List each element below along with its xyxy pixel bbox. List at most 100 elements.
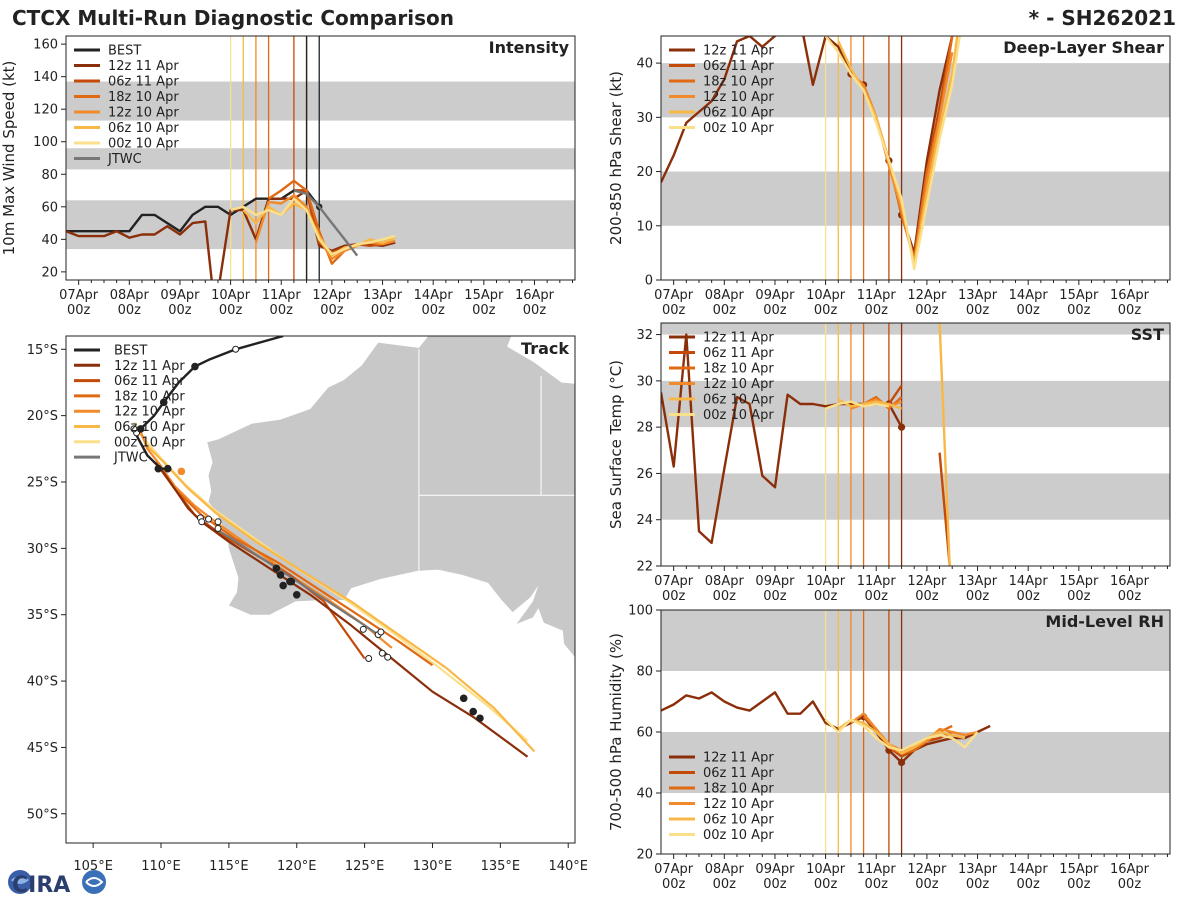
y-tick-label: 28 xyxy=(636,421,653,436)
x-tick-hour: 00z xyxy=(1118,877,1142,892)
panel-title: Intensity xyxy=(489,38,570,57)
x-tick-date: 13Apr xyxy=(958,574,998,589)
panel-title: Deep-Layer Shear xyxy=(1003,38,1164,57)
y-tick-label: 40 xyxy=(636,787,653,802)
y-tick-label: 22 xyxy=(636,560,653,575)
threshold-band xyxy=(661,63,1170,118)
x-tick-date: 10Apr xyxy=(806,288,846,303)
globe-swoosh-icon xyxy=(11,876,29,884)
x-tick-date: 16Apr xyxy=(1110,288,1150,303)
legend-label: 06z 10 Apr xyxy=(108,121,179,136)
legend-label: 12z 10 Apr xyxy=(703,797,774,812)
x-tick-date: 14Apr xyxy=(414,288,454,303)
x-tick-hour: 00z xyxy=(713,589,737,604)
track-plot-area xyxy=(130,336,575,758)
lat-tick-label: 15°S xyxy=(27,343,58,358)
x-tick-date: 11Apr xyxy=(857,862,897,877)
threshold-band xyxy=(661,473,1170,520)
x-tick-date: 14Apr xyxy=(1009,574,1049,589)
legend-label: 18z 10 Apr xyxy=(703,782,774,797)
series-line-00z-10-apr xyxy=(230,197,396,256)
x-tick-date: 08Apr xyxy=(705,574,745,589)
x-tick-date: 08Apr xyxy=(705,862,745,877)
series-line-00z-10-apr xyxy=(825,400,890,410)
track-position-marker xyxy=(384,653,392,661)
x-tick-date: 12Apr xyxy=(907,288,947,303)
panel-intensity-frame xyxy=(65,35,576,281)
figure-title: CTCX Multi-Run Diagnostic Comparison xyxy=(12,6,454,30)
y-tick-label: 20 xyxy=(41,265,58,280)
x-tick-hour: 00z xyxy=(168,303,192,318)
x-tick-hour: 00z xyxy=(915,303,939,318)
x-tick-hour: 00z xyxy=(1067,303,1091,318)
legend-label: 12z 11 Apr xyxy=(114,359,185,374)
panel-sst-plot-area xyxy=(661,323,951,566)
panel-rh-plot-area xyxy=(661,610,991,854)
x-tick-hour: 00z xyxy=(814,589,838,604)
series-line-06z-10-apr xyxy=(242,202,396,257)
y-tick-label: 30 xyxy=(636,374,653,389)
track-line-jtwc xyxy=(214,527,379,636)
y-tick-label: 32 xyxy=(636,328,653,343)
lon-tick-label: 125°E xyxy=(345,859,385,874)
x-tick-hour: 00z xyxy=(523,303,547,318)
track-position-marker xyxy=(365,655,373,663)
track-position-marker xyxy=(191,362,199,371)
series-point xyxy=(897,423,906,431)
lon-tick-label: 120°E xyxy=(277,859,317,874)
y-tick-label: 20 xyxy=(636,848,653,863)
legend-label: 06z 10 Apr xyxy=(114,420,185,435)
track-position-marker xyxy=(359,625,367,633)
legend-label: 12z 11 Apr xyxy=(108,59,179,74)
series-line-06z-10-apr xyxy=(938,323,951,566)
lat-tick-label: 40°S xyxy=(27,675,58,690)
y-tick-label: 100 xyxy=(628,604,653,619)
x-tick-date: 15Apr xyxy=(464,288,504,303)
x-tick-date: 15Apr xyxy=(1059,288,1099,303)
y-axis-label: 10m Max Wind Speed (kt) xyxy=(0,61,18,256)
panel-title: SST xyxy=(1131,325,1164,344)
series-line-06z-10-apr xyxy=(837,718,966,755)
series-point xyxy=(897,758,906,767)
x-tick-hour: 00z xyxy=(713,877,737,892)
x-tick-date: 12Apr xyxy=(312,288,352,303)
legend-label: 00z 10 Apr xyxy=(703,828,774,843)
y-tick-label: 60 xyxy=(41,200,58,215)
x-tick-date: 07Apr xyxy=(654,574,694,589)
panel-sst-frame xyxy=(660,322,1171,567)
series-line-06z-10-apr xyxy=(837,398,903,410)
track-position-marker xyxy=(177,467,186,476)
lat-tick-label: 45°S xyxy=(27,741,58,756)
storm-id: * - SH262021 xyxy=(1029,6,1176,30)
legend-label: 18z 10 Apr xyxy=(703,362,774,377)
cira-logo-text: CIRA xyxy=(12,873,70,898)
legend-label: BEST xyxy=(108,44,141,59)
legend-label: 06z 10 Apr xyxy=(703,106,774,121)
x-tick-date: 10Apr xyxy=(806,574,846,589)
legend-label: BEST xyxy=(114,344,147,359)
x-tick-hour: 00z xyxy=(371,303,395,318)
track-position-marker xyxy=(205,515,213,523)
lon-tick-label: 110°E xyxy=(141,859,181,874)
legend-label: 06z 10 Apr xyxy=(703,393,774,408)
y-tick-label: 160 xyxy=(33,38,58,53)
legend-label: 18z 10 Apr xyxy=(703,75,774,90)
panel-intensity-plot-area xyxy=(66,36,396,280)
series-line-jtwc xyxy=(293,189,359,257)
x-tick-date: 09Apr xyxy=(755,862,795,877)
x-tick-hour: 00z xyxy=(865,589,889,604)
x-tick-hour: 00z xyxy=(1067,589,1091,604)
threshold-band xyxy=(661,380,1170,428)
track-line-best xyxy=(135,336,284,470)
track-position-marker xyxy=(232,345,240,353)
track-position-marker xyxy=(459,694,468,703)
y-tick-label: 100 xyxy=(33,135,58,150)
x-tick-hour: 00z xyxy=(966,303,990,318)
legend-label: 12z 11 Apr xyxy=(703,44,774,59)
x-tick-hour: 00z xyxy=(219,303,243,318)
threshold-band xyxy=(661,323,1170,335)
lat-tick-label: 25°S xyxy=(27,475,58,490)
cira-logo: CIRA xyxy=(8,870,106,898)
x-tick-date: 10Apr xyxy=(211,288,251,303)
y-tick-label: 20 xyxy=(636,165,653,180)
